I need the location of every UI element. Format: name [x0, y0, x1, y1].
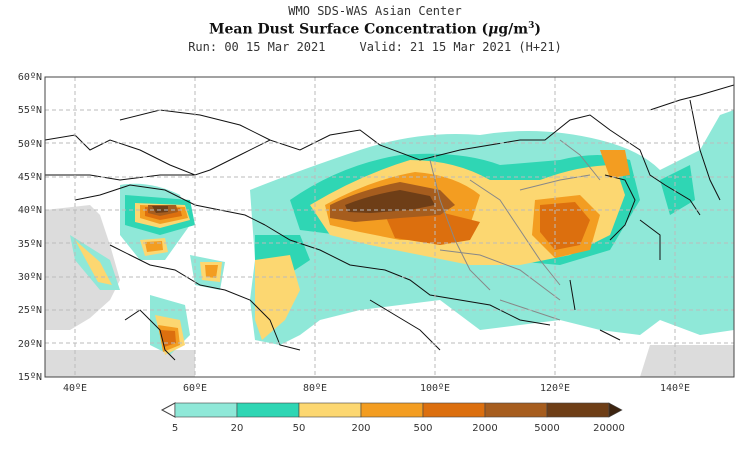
- latitude-labels: 60ºN 55ºN 50ºN 45ºN 40ºN 35ºN 30ºN 25ºN …: [18, 72, 42, 383]
- lon-label: 140ºE: [660, 383, 690, 394]
- lat-label: 25ºN: [18, 305, 42, 316]
- colorbar-label: 5000: [534, 423, 559, 434]
- colorbar-label: 200: [351, 423, 370, 434]
- colorbar-swatch: [546, 402, 610, 418]
- colorbar-swatch: [174, 402, 238, 418]
- lat-label: 45ºN: [18, 172, 42, 183]
- map-area: [45, 77, 734, 377]
- colorbar-swatch: [298, 402, 362, 418]
- colorbar-label: 50: [293, 423, 306, 434]
- colorbar-labels: 5 20 50 200 500 2000 5000 20000: [172, 423, 625, 434]
- lat-label: 15ºN: [18, 372, 42, 383]
- dust-level-500-2000: [145, 202, 590, 347]
- colorbar-swatch: [422, 402, 486, 418]
- no-data-region-pacific: [640, 345, 734, 377]
- colorbar-label: 20000: [593, 423, 625, 434]
- chart-title: Mean Dust Surface Concentration (μg/m3): [209, 21, 541, 38]
- colorbar-label: 2000: [472, 423, 497, 434]
- lat-label: 40ºN: [18, 205, 42, 216]
- longitude-labels: 40ºE 60ºE 80ºE 100ºE 120ºE 140ºE: [63, 383, 690, 394]
- colorbar-label: 20: [231, 423, 244, 434]
- lon-label: 40ºE: [63, 383, 87, 394]
- lat-label: 20ºN: [18, 339, 42, 350]
- colorbar-swatch: [236, 402, 300, 418]
- no-data-region-south: [45, 350, 195, 377]
- lat-label: 55ºN: [18, 105, 42, 116]
- lat-label: 35ºN: [18, 239, 42, 250]
- map-frame: [44, 76, 735, 378]
- header-line1: WMO SDS-WAS Asian Center: [288, 4, 462, 18]
- run-valid-line: Run: 00 15 Mar 2021 Valid: 21 15 Mar 2021…: [0, 40, 750, 54]
- valid-label: Valid: 21 15 Mar 2021 (H+21): [359, 40, 562, 54]
- lat-label: 30ºN: [18, 272, 42, 283]
- colorbar-swatch: [360, 402, 424, 418]
- colorbar-label: 5: [172, 423, 178, 434]
- lon-label: 80ºE: [303, 383, 327, 394]
- colorbar-high-arrow: [608, 402, 623, 418]
- map-grid: [45, 77, 734, 377]
- lon-label: 100ºE: [420, 383, 450, 394]
- colorbar: [160, 402, 623, 418]
- colorbar-swatch: [484, 402, 548, 418]
- lat-label: 60ºN: [18, 72, 42, 83]
- run-label: Run: 00 15 Mar 2021: [188, 40, 326, 54]
- colorbar-label: 500: [413, 423, 432, 434]
- lon-label: 60ºE: [183, 383, 207, 394]
- colorbar-low-arrow: [160, 402, 176, 418]
- lat-label: 50ºN: [18, 139, 42, 150]
- lon-label: 120ºE: [540, 383, 570, 394]
